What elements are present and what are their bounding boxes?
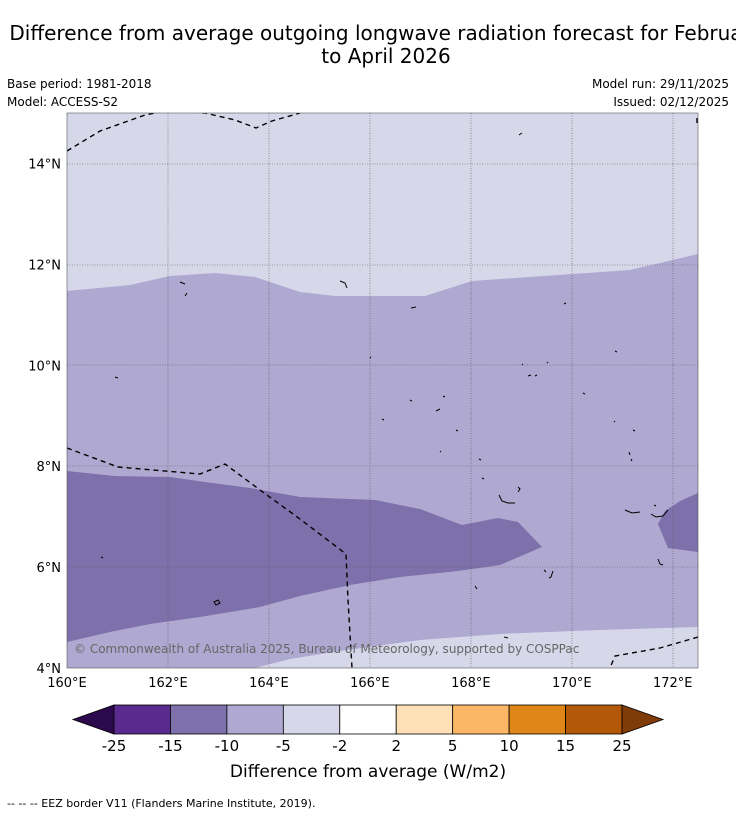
colorbar-segment xyxy=(282,704,341,735)
grid-lines xyxy=(67,113,698,668)
colorbar-tick-label: -5 xyxy=(275,737,291,755)
lon-tick-label: 168°E xyxy=(451,676,491,691)
colorbar-tick-label: 10 xyxy=(499,737,519,755)
model-run: Model run: 29/11/2025 xyxy=(591,77,729,91)
colorbar-segment xyxy=(339,704,397,735)
lat-tick-label: 4°N xyxy=(37,662,62,677)
lon-tick-label: 164°E xyxy=(249,676,289,691)
eez-border-north xyxy=(67,113,301,152)
meta-left: Base period: 1981-2018 Model: ACCESS-S2 xyxy=(7,75,152,111)
colorbar-extend-low xyxy=(71,704,115,735)
lon-axis-labels: 160°E 162°E 164°E 166°E 168°E 170°E 172°E xyxy=(47,676,692,691)
base-period: Base period: 1981-2018 xyxy=(7,77,152,91)
field-band-mid xyxy=(67,471,542,642)
colorbar-tick-label: -15 xyxy=(158,737,183,755)
lon-tick-label: 166°E xyxy=(350,676,390,691)
colorbar-tick-label: -2 xyxy=(332,737,348,755)
colorbar-tick-label: -10 xyxy=(214,737,240,755)
colorbar-segment xyxy=(226,704,284,735)
colorbar xyxy=(71,704,665,735)
lon-tick-label: 160°E xyxy=(47,676,87,691)
map-title: Difference from average outgoing longwav… xyxy=(9,21,736,68)
model-name: Model: ACCESS-S2 xyxy=(7,95,119,109)
colorbar-segment xyxy=(452,704,510,735)
plot-frame xyxy=(66,112,699,669)
lat-axis-labels: 4°N 6°N 8°N 10°N 12°N 14°N xyxy=(28,157,61,677)
colorbar-segment xyxy=(113,704,171,735)
colorbar-tick-label: -25 xyxy=(101,737,127,755)
colorbar-tick-label: 2 xyxy=(391,737,401,755)
lat-tick-label: 6°N xyxy=(37,561,62,576)
colorbar-segment xyxy=(395,704,454,735)
colorbar-title: Difference from average (W/m2) xyxy=(229,762,507,782)
lat-tick-label: 12°N xyxy=(28,258,61,273)
lat-tick-label: 8°N xyxy=(37,460,62,475)
eez-footnote: -- -- -- EEZ border V11 (Flanders Marine… xyxy=(7,797,316,810)
eez-borders xyxy=(67,113,698,668)
lat-tick-label: 14°N xyxy=(28,157,61,172)
colorbar-segment xyxy=(565,704,623,735)
islands xyxy=(100,132,669,639)
lat-tick-label: 10°N xyxy=(28,359,61,374)
colorbar-tick-label: 5 xyxy=(447,737,458,755)
lon-tick-label: 172°E xyxy=(653,676,693,691)
colorbar-tick-label: 15 xyxy=(556,737,576,755)
colorbar-extend-high xyxy=(621,704,665,735)
colorbar-tick-label: 25 xyxy=(612,737,632,755)
meta-right: Model run: 29/11/2025 Issued: 02/12/2025 xyxy=(592,75,729,111)
issued-date: Issued: 02/12/2025 xyxy=(613,95,729,109)
colorbar-segment xyxy=(508,704,566,735)
copyright-notice: © Commonwealth of Australia 2025, Bureau… xyxy=(74,642,579,656)
field-band-mid-east xyxy=(658,493,698,552)
colorbar-segment xyxy=(170,704,228,735)
lon-tick-label: 170°E xyxy=(552,676,592,691)
lon-tick-label: 162°E xyxy=(148,676,188,691)
eez-border-west xyxy=(67,447,353,668)
anomaly-field: © Commonwealth of Australia 2025, Bureau… xyxy=(67,113,698,668)
eez-border-southeast xyxy=(609,636,698,668)
